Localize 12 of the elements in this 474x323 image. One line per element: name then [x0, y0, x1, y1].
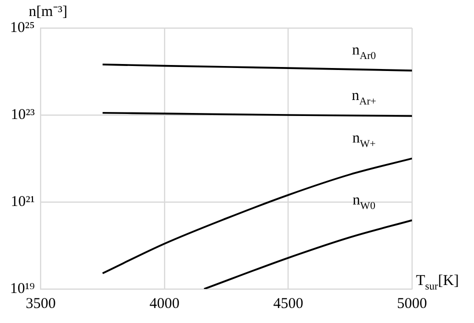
- y-tick-label: 10¹⁹: [10, 280, 35, 297]
- x-tick-label: 4000: [149, 296, 180, 312]
- line-series: [102, 158, 412, 274]
- x-tick-label: 4500: [273, 296, 304, 312]
- y-tick-label: 10²⁵: [10, 20, 35, 36]
- y-axis-title: n[m⁻³]: [28, 4, 68, 20]
- y-tick-label: 10²¹: [10, 194, 35, 210]
- x-tick-label: 5000: [397, 296, 427, 312]
- line-series: [203, 219, 412, 289]
- y-tick-label: 10²³: [10, 106, 36, 123]
- x-tick-label: 3500: [26, 296, 56, 312]
- line-series: [102, 64, 412, 72]
